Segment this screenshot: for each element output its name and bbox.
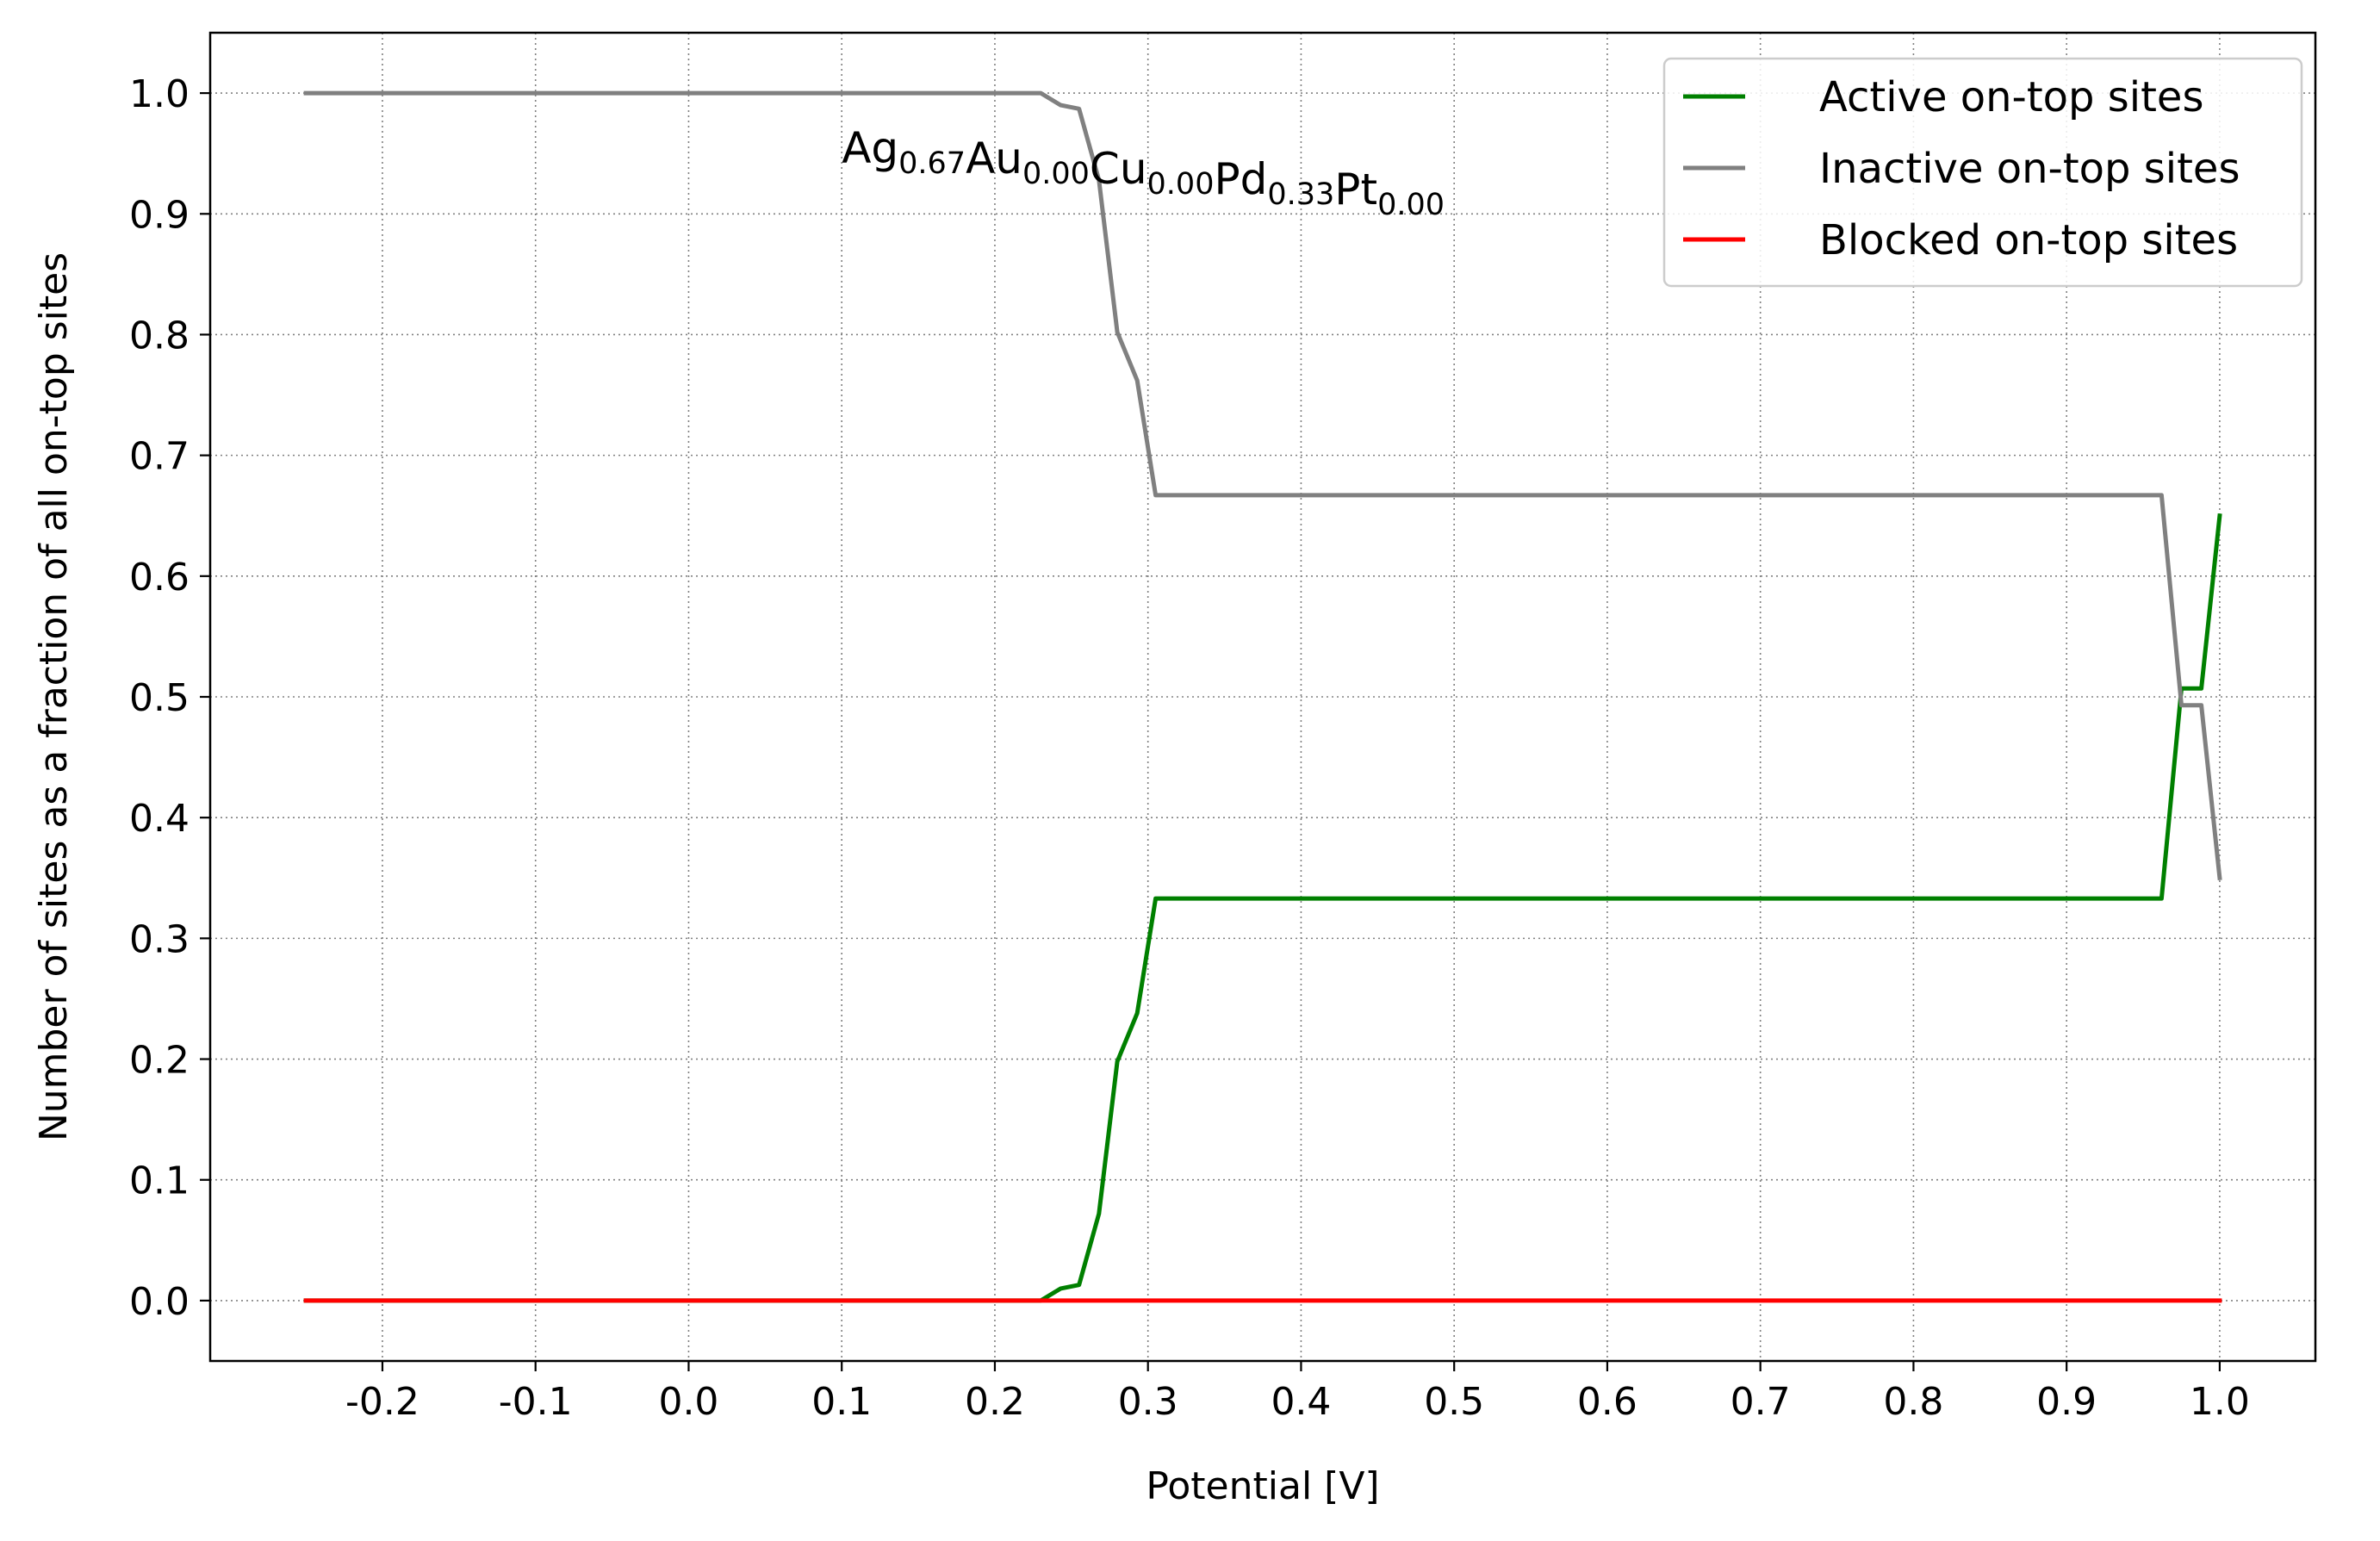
x-tick-label: -0.2 xyxy=(345,1380,419,1424)
formula-subscript: 0.00 xyxy=(1147,167,1215,202)
legend-label: Blocked on-top sites xyxy=(1819,216,2238,264)
legend-label: Inactive on-top sites xyxy=(1819,145,2240,193)
legend-label: Active on-top sites xyxy=(1819,73,2203,121)
formula-subscript: 0.33 xyxy=(1267,177,1334,212)
y-tick-label: 0.1 xyxy=(129,1159,190,1203)
x-tick-label: 0.8 xyxy=(1883,1380,1943,1424)
formula-element: Pd xyxy=(1214,154,1267,204)
x-tick-label: 0.7 xyxy=(1731,1380,1791,1424)
x-tick-label: 1.0 xyxy=(2190,1380,2250,1424)
x-tick-label: 0.4 xyxy=(1271,1380,1331,1424)
x-tick-label: 0.6 xyxy=(1577,1380,1637,1424)
legend: Active on-top sites Inactive on-top sites… xyxy=(1664,59,2302,286)
y-tick-label: 0.9 xyxy=(129,193,190,237)
formula-element: Au xyxy=(966,134,1022,183)
y-tick-label: 0.4 xyxy=(129,797,190,841)
y-tick-label: 0.6 xyxy=(129,556,190,600)
x-tick-label: 0.9 xyxy=(2036,1380,2097,1424)
formula-element: Ag xyxy=(842,123,898,173)
y-tick-label: 0.5 xyxy=(129,676,190,720)
y-tick-label: 0.2 xyxy=(129,1039,190,1083)
x-tick-label: -0.1 xyxy=(499,1380,573,1424)
y-tick-label: 1.0 xyxy=(129,72,190,116)
x-tick-label: 0.2 xyxy=(965,1380,1025,1424)
formula-subscript: 0.67 xyxy=(898,146,966,181)
y-tick-label: 0.8 xyxy=(129,314,190,357)
y-axis-label: Number of sites as a fraction of all on-… xyxy=(32,252,76,1141)
x-axis-label: Potential [V] xyxy=(1146,1464,1379,1508)
formula-element: Pt xyxy=(1334,165,1377,214)
y-tick-label: 0.3 xyxy=(129,917,190,961)
y-tick-label: 0.0 xyxy=(129,1280,190,1324)
x-tick-label: 0.5 xyxy=(1424,1380,1484,1424)
x-tick-label: 0.0 xyxy=(658,1380,718,1424)
formula-subscript: 0.00 xyxy=(1377,188,1445,222)
x-tick-label: 0.3 xyxy=(1118,1380,1178,1424)
formula-element: Cu xyxy=(1090,144,1147,194)
x-tick-label: 0.1 xyxy=(811,1380,872,1424)
formula-subscript: 0.00 xyxy=(1022,157,1090,191)
y-tick-label: 0.7 xyxy=(129,435,190,479)
